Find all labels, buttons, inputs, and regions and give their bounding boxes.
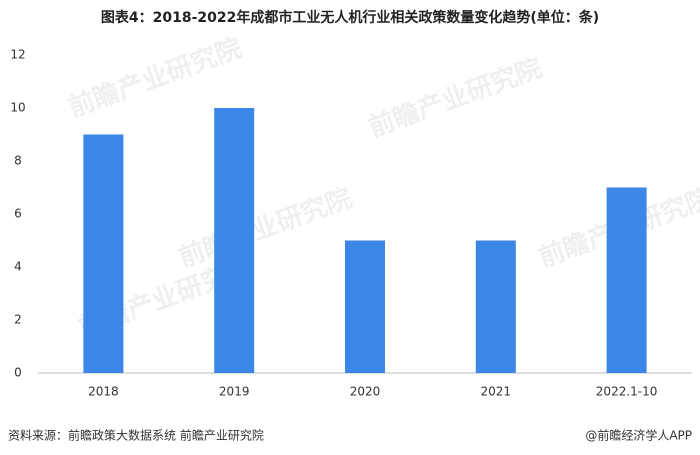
y-tick-label: 0	[14, 366, 22, 380]
watermark: 前瞻产业研究院	[174, 182, 356, 273]
chart-title: 图表4：2018-2022年成都市工业无人机行业相关政策数量变化趋势(单位：条)	[101, 9, 599, 26]
x-tick-label: 2021	[481, 385, 512, 399]
x-tick-label: 2020	[350, 385, 381, 399]
y-tick-label: 8	[14, 154, 22, 168]
source: 资料来源：前瞻政策大数据系统 前瞻产业研究院	[8, 428, 264, 443]
bar	[345, 240, 385, 373]
watermark: 前瞻产业研究院	[364, 52, 546, 143]
bar	[475, 240, 516, 373]
bar	[83, 134, 124, 373]
x-tick-label: 2019	[219, 385, 250, 399]
bar	[606, 187, 647, 373]
y-tick-label: 10	[10, 101, 25, 115]
credit: @前瞻经济学人APP	[585, 428, 692, 443]
y-tick-label: 6	[14, 207, 22, 221]
x-tick-label: 2022.1-10	[596, 385, 658, 399]
y-tick-label: 2	[14, 313, 22, 327]
bar	[214, 108, 255, 373]
y-tick-label: 12	[10, 48, 25, 62]
y-tick-label: 4	[14, 260, 22, 274]
x-tick-label: 2018	[88, 385, 119, 399]
